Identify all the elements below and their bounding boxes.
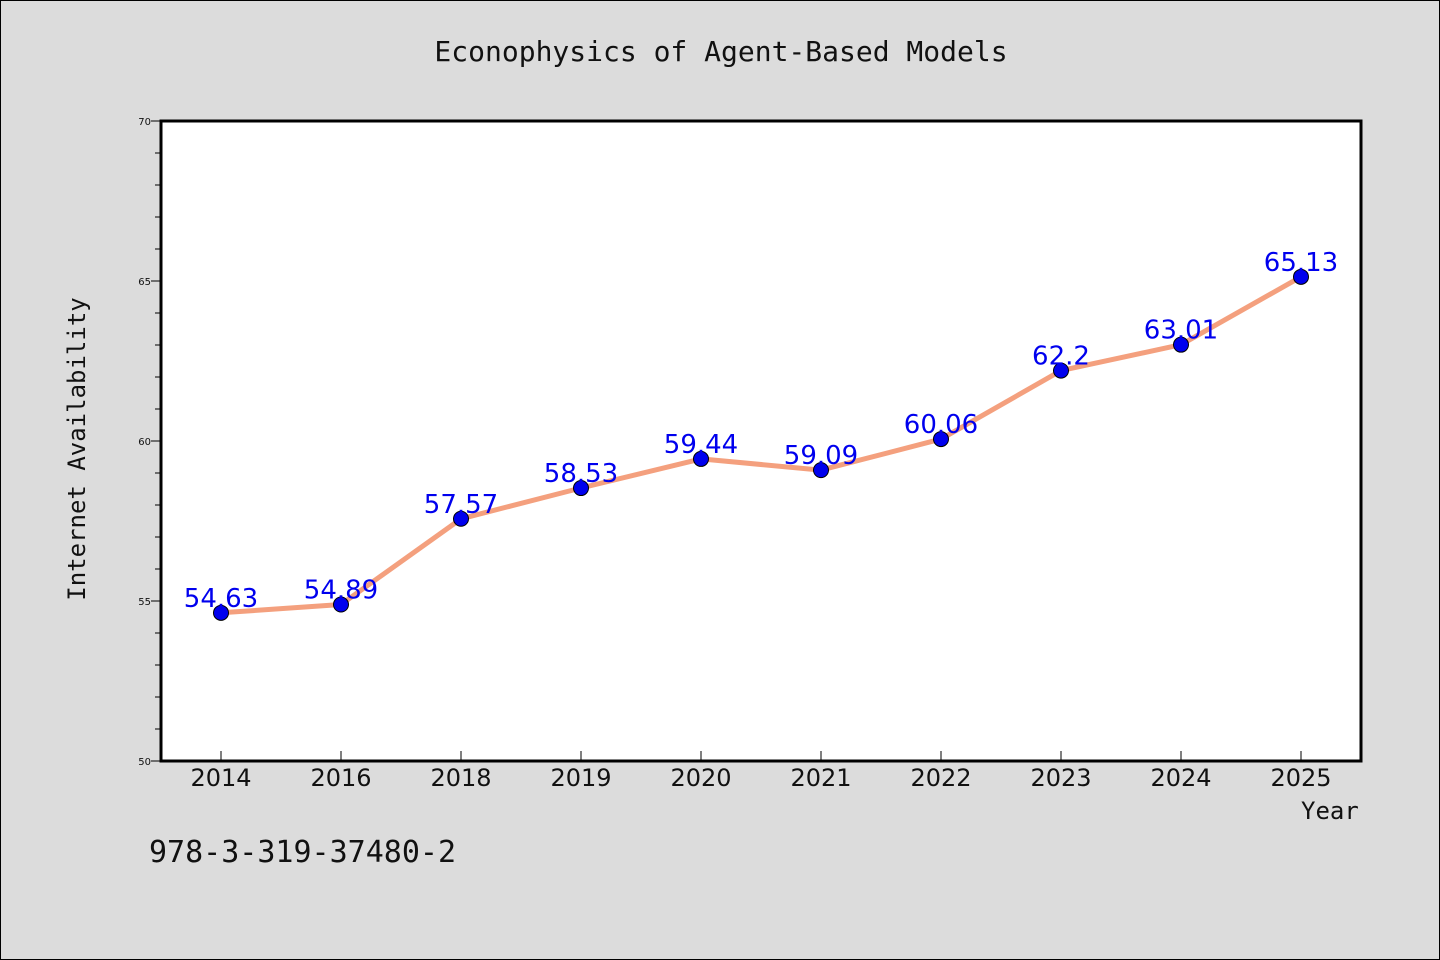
data-point <box>1053 362 1069 379</box>
y-tick-label: 50 <box>138 757 151 768</box>
data-point <box>1173 336 1189 353</box>
x-tick-label: 2021 <box>790 764 851 792</box>
data-label: 59.44 <box>664 430 738 460</box>
data-label: 63.01 <box>1144 316 1218 346</box>
x-tick-label: 2020 <box>670 764 731 792</box>
data-point <box>333 596 349 613</box>
data-point <box>1293 268 1309 285</box>
x-tick-label: 2016 <box>310 764 371 792</box>
data-label: 54.89 <box>304 576 378 606</box>
data-label: 57.57 <box>424 490 498 520</box>
y-tick-label: 65 <box>138 277 151 288</box>
x-tick-label: 2024 <box>1150 764 1211 792</box>
data-label: 65.13 <box>1264 248 1338 278</box>
data-label: 62.2 <box>1032 342 1090 372</box>
data-point <box>813 462 829 479</box>
x-tick-label: 2025 <box>1270 764 1331 792</box>
x-axis-ticks: 2014 2016 2018 2019 2020 2021 2022 2023 2024 2025 <box>190 751 1332 792</box>
data-point <box>933 431 949 448</box>
x-tick-label: 2018 <box>430 764 491 792</box>
series-group <box>213 268 1309 621</box>
data-point <box>693 450 709 467</box>
y-tick-label: 60 <box>138 437 151 448</box>
x-tick-label: 2019 <box>550 764 611 792</box>
data-point <box>573 480 589 497</box>
y-axis-ticks: 50 55 60 65 70 <box>138 117 161 768</box>
data-point <box>213 604 229 621</box>
data-label: 54.63 <box>184 584 258 614</box>
data-label: 59.09 <box>784 441 858 471</box>
chart-title: Econophysics of Agent-Based Models <box>434 35 1008 68</box>
y-tick-label: 70 <box>138 117 151 128</box>
data-label: 60.06 <box>904 410 978 440</box>
series-line <box>218 274 1304 616</box>
x-tick-label: 2022 <box>910 764 971 792</box>
isbn-text: 978-3-319-37480-2 <box>149 835 457 870</box>
plot-area <box>159 119 1363 763</box>
x-tick-label: 2014 <box>190 764 251 792</box>
data-point <box>453 510 469 527</box>
data-label: 58.53 <box>544 459 618 489</box>
data-labels: 54.63 54.89 57.57 58.53 59.44 59.09 60.06 62.2 6… <box>184 248 1338 614</box>
x-axis-label: Year <box>1301 797 1359 825</box>
x-tick-label: 2023 <box>1030 764 1091 792</box>
y-tick-label: 55 <box>138 597 151 608</box>
